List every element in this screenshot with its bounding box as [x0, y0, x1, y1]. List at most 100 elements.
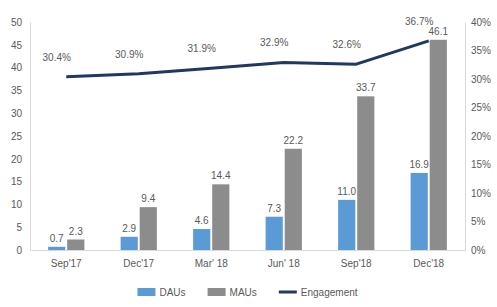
- bar: [285, 149, 302, 250]
- y2-tick: 25%: [465, 102, 491, 113]
- y2-tick: 5%: [465, 216, 486, 227]
- legend-swatch: [137, 288, 155, 296]
- legend-swatch: [279, 291, 297, 294]
- x-tick-label: Mar' 18: [195, 258, 228, 269]
- y2-tick: 30%: [465, 74, 491, 85]
- y-tick: 15: [11, 176, 30, 187]
- x-tick-label: Sep'18: [341, 258, 372, 269]
- data-label: 2.3: [69, 226, 83, 237]
- y2-tick-label: 30%: [471, 74, 491, 85]
- data-label: 11.0: [337, 186, 356, 197]
- y2-axis-line: [465, 23, 466, 251]
- y2-tick-label: 15%: [471, 159, 491, 170]
- bar: [48, 247, 65, 250]
- y-tick-label: 45: [11, 40, 23, 51]
- y2-axis: 0% 5% 10% 15% 20% 25% 30% 35% 40%: [465, 17, 491, 256]
- y-tick: 30: [11, 108, 30, 119]
- y2-tick-label: 10%: [471, 188, 491, 199]
- data-label: 31.9%: [188, 43, 216, 54]
- x-tick-label: Dec'17: [123, 258, 154, 269]
- y-tick: 40: [11, 62, 30, 73]
- y-tick-label: 10: [11, 199, 23, 210]
- bar: [411, 173, 428, 250]
- x-axis-line: [31, 250, 466, 251]
- y-tick-label: 35: [11, 85, 23, 96]
- y-tick: 25: [11, 131, 30, 142]
- y2-tick-label: 5%: [471, 216, 486, 227]
- y2-tick-label: 40%: [471, 17, 491, 28]
- y-axis: 0 5 10 15 20 25 30 35 40 45 50: [11, 17, 31, 256]
- x-tick: Dec'18: [413, 250, 444, 269]
- data-label: 7.3: [267, 203, 281, 214]
- y-tick-label: 0: [16, 245, 22, 256]
- bar: [121, 237, 138, 250]
- y-tick: 20: [11, 154, 30, 165]
- y-tick-label: 50: [11, 17, 23, 28]
- y2-tick-label: 25%: [471, 102, 491, 113]
- y2-tick: 10%: [465, 188, 491, 199]
- y-tick: 35: [11, 85, 30, 96]
- x-tick: Sep'17: [51, 250, 82, 269]
- bar: [338, 200, 355, 250]
- bar: [357, 96, 374, 250]
- data-label: 32.9%: [260, 37, 288, 48]
- y2-tick: 35%: [465, 45, 491, 56]
- plot-marks: [48, 40, 447, 250]
- bar: [67, 240, 84, 250]
- y-tick: 5: [16, 222, 30, 233]
- data-label: 4.6: [195, 215, 209, 226]
- y-tick-label: 30: [11, 108, 23, 119]
- y-tick: 50: [11, 17, 30, 28]
- x-tick: Dec'17: [123, 250, 154, 269]
- data-label: 22.2: [284, 135, 304, 146]
- y-tick-label: 5: [16, 222, 22, 233]
- x-tick: Jun' 18: [268, 250, 300, 269]
- data-labels: 0.72.94.67.311.016.92.39.414.422.233.746…: [43, 16, 449, 244]
- y2-tick-label: 20%: [471, 131, 491, 142]
- legend-label: DAUs: [159, 287, 185, 298]
- legend-item: Engagement: [279, 287, 358, 298]
- legend-item: DAUs: [137, 287, 185, 298]
- data-label: 30.4%: [43, 52, 71, 63]
- y-tick: 45: [11, 40, 30, 51]
- data-label: 2.9: [122, 223, 136, 234]
- x-tick-label: Dec'18: [413, 258, 444, 269]
- bar: [140, 207, 157, 250]
- data-label: 32.6%: [333, 39, 361, 50]
- y-tick-label: 40: [11, 62, 23, 73]
- y-tick: 0: [16, 245, 30, 256]
- data-label: 36.7%: [405, 16, 433, 27]
- bar: [193, 229, 210, 250]
- legend-swatch: [208, 288, 226, 296]
- y2-tick: 20%: [465, 131, 491, 142]
- data-label: 0.7: [50, 233, 64, 244]
- data-label: 33.7: [356, 82, 376, 93]
- bar: [212, 184, 229, 250]
- x-tick: Mar' 18: [195, 250, 228, 269]
- x-tick-label: Sep'17: [51, 258, 82, 269]
- y2-tick: 0%: [465, 245, 486, 256]
- legend-item: MAUs: [208, 287, 257, 298]
- y2-tick-label: 0%: [471, 245, 486, 256]
- y2-tick-label: 35%: [471, 45, 491, 56]
- chart: 0 5 10 15 20 25 30 35 40 45 50 0% 5% 10% 15% 20% 25% 30% 3…: [0, 0, 497, 307]
- legend-label: MAUs: [230, 287, 257, 298]
- x-tick: Sep'18: [341, 250, 372, 269]
- y2-tick: 15%: [465, 159, 491, 170]
- bar: [266, 217, 283, 250]
- data-label: 30.9%: [115, 49, 143, 60]
- legend: DAUs MAUs Engagement: [137, 287, 357, 298]
- data-label: 14.4: [211, 170, 231, 181]
- y-tick-label: 15: [11, 176, 23, 187]
- data-label: 9.4: [141, 193, 155, 204]
- y-tick-label: 25: [11, 131, 23, 142]
- bar: [430, 40, 447, 250]
- y-tick-label: 20: [11, 154, 23, 165]
- legend-label: Engagement: [301, 287, 358, 298]
- x-axis: Sep'17 Dec'17 Mar' 18 Jun' 18 Sep'18 Dec'18: [31, 250, 466, 269]
- data-label: 46.1: [429, 26, 449, 37]
- line: [66, 41, 429, 77]
- x-tick-label: Jun' 18: [268, 258, 300, 269]
- y-tick: 10: [11, 199, 30, 210]
- y-axis-line: [30, 23, 31, 251]
